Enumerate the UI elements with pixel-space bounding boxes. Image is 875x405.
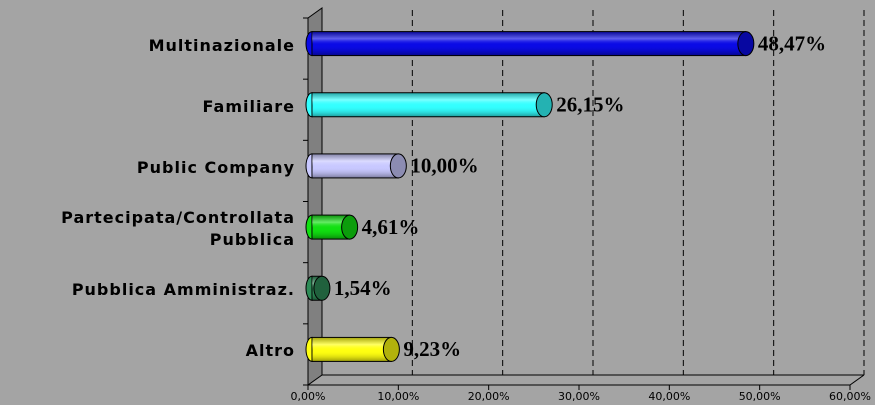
bar-end-cap: [536, 93, 552, 117]
x-tick-label: 40,00%: [648, 390, 690, 403]
bar-shade: [312, 93, 544, 117]
category-label: Pubblica Amministraz.: [5, 279, 295, 301]
x-tick-label: 60,00%: [829, 390, 871, 403]
value-label: 26,15%: [556, 93, 624, 117]
bar-end-cap: [342, 215, 358, 239]
bar-shade: [312, 337, 391, 361]
value-label: 48,47%: [758, 31, 826, 55]
bar-shade: [312, 154, 398, 178]
x-tick-label: 30,00%: [558, 390, 600, 403]
category-label: Familiare: [5, 96, 295, 118]
category-label: Partecipata/Controllata Pubblica: [5, 207, 295, 251]
bar-end-cap: [738, 32, 754, 56]
value-label: 1,54%: [334, 276, 392, 300]
x-tick-label: 20,00%: [468, 390, 510, 403]
value-label: 4,61%: [362, 215, 420, 239]
x-tick-label: 50,00%: [739, 390, 781, 403]
side-wall: [308, 8, 322, 385]
bar-shade: [312, 32, 746, 56]
x-tick-label: 10,00%: [377, 390, 419, 403]
category-label: Multinazionale: [5, 35, 295, 57]
x-tick-label: 0,00%: [291, 390, 326, 403]
bar-end-cap: [390, 154, 406, 178]
value-label: 10,00%: [410, 154, 478, 178]
bar-end-cap: [314, 276, 330, 300]
chart: 0,00% 10,00% 20,00% 30,00% 40,00% 50,00% 60,00…: [0, 0, 875, 405]
category-label: Public Company: [5, 157, 295, 179]
category-label: Altro: [5, 340, 295, 362]
value-label: 9,23%: [403, 337, 461, 361]
floor-edge: [850, 375, 864, 385]
bar-end-cap: [383, 337, 399, 361]
